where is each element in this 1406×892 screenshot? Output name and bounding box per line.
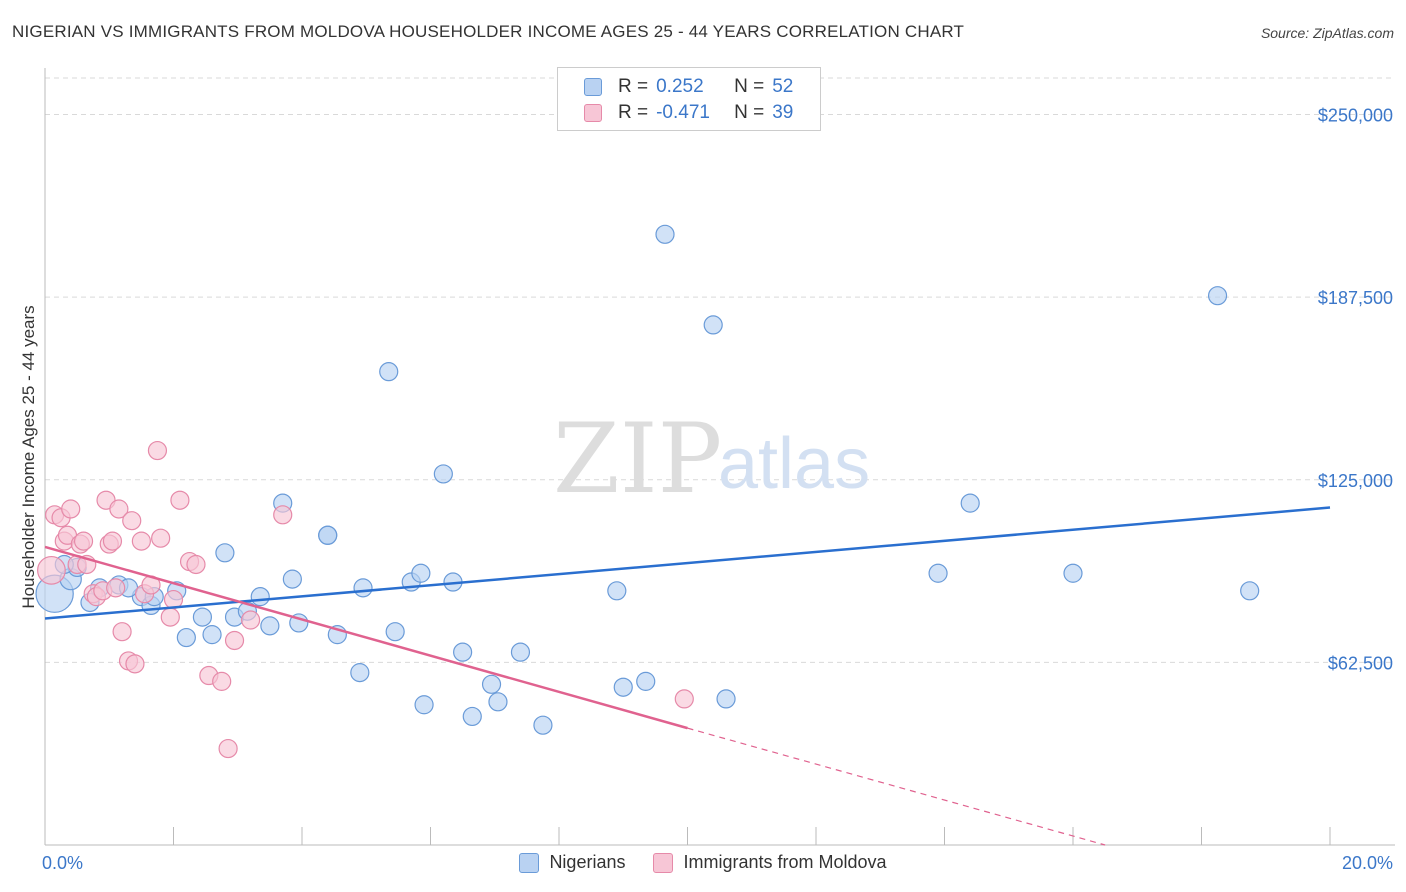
legend-n-value: 52 <box>772 76 794 97</box>
moldova-point <box>218 738 238 759</box>
moldova-point <box>112 622 132 642</box>
nigerians-legend-swatch <box>519 852 540 873</box>
nigerian-point <box>385 622 405 642</box>
moldova-point <box>61 499 81 519</box>
nigerian-point <box>481 674 502 694</box>
moldova-legend-swatch <box>653 852 674 873</box>
watermark-atlas: atlas <box>718 424 870 504</box>
nigerian-point <box>716 689 736 709</box>
y-tick-label: $250,000 <box>1318 106 1393 126</box>
stats-legend: R = 0.252 N = 52 R = -0.471 N = 39 <box>557 67 821 131</box>
nigerian-point <box>260 616 280 636</box>
grid-lines <box>45 77 1395 663</box>
nigerian-point <box>250 587 270 607</box>
source-label: Source: ZipAtlas.com <box>1260 25 1394 41</box>
nigerian-point <box>488 692 508 712</box>
moldova-point <box>102 531 123 551</box>
data-points <box>35 224 1260 759</box>
nigerian-point <box>1063 563 1083 583</box>
moldova-point <box>131 531 151 551</box>
nigerian-point <box>1240 581 1260 601</box>
nigerian-point <box>533 715 553 735</box>
y-tick-label: $62,500 <box>1328 653 1393 673</box>
nigerian-point <box>1207 286 1228 306</box>
nigerians-trend-line <box>44 506 1331 620</box>
nigerian-point <box>703 315 723 335</box>
tick-labels: $62,500 $125,000 $187,500 $250,000 0.0% 20.0% <box>42 106 1393 873</box>
moldova-point <box>224 630 245 651</box>
legend-n-value: 39 <box>772 102 794 123</box>
nigerian-point <box>379 362 399 382</box>
moldova-point <box>109 499 129 519</box>
legend-label-nigerians: Nigerians <box>549 852 626 872</box>
series-legend: Nigerians Immigrants from Moldova <box>0 852 1406 873</box>
nigerian-point <box>960 493 980 513</box>
trend-lines <box>44 506 1331 846</box>
moldova-swatch <box>584 104 602 122</box>
moldova-point <box>73 531 94 551</box>
moldova-trend-line <box>44 545 688 730</box>
y-axis-label: Householder Income Ages 25 - 44 years <box>19 305 38 608</box>
nigerian-point <box>462 706 482 727</box>
moldova-point <box>674 689 694 709</box>
legend-row-moldova: R = -0.471 N = 39 <box>584 101 793 125</box>
axes <box>44 68 1395 846</box>
moldova-point <box>151 528 171 548</box>
nigerian-point <box>655 224 675 244</box>
nigerian-point <box>202 625 222 645</box>
moldova-point <box>241 610 261 630</box>
nigerian-point <box>318 525 338 545</box>
nigerian-point <box>215 543 235 563</box>
nigerian-point <box>636 671 656 691</box>
nigerian-point <box>510 642 531 662</box>
y-tick-label: $125,000 <box>1318 471 1393 491</box>
y-tick-label: $187,500 <box>1318 288 1393 308</box>
moldova-point <box>212 671 232 691</box>
nigerian-point <box>350 663 370 683</box>
moldova-point <box>160 607 180 627</box>
legend-n-label: N = <box>734 76 765 97</box>
moldova-point <box>147 440 168 461</box>
nigerian-point <box>613 677 633 697</box>
moldova-trend-extension <box>687 727 1106 846</box>
legend-r-label: R = <box>618 76 649 97</box>
nigerian-point <box>282 569 302 589</box>
x-tick-label: 20.0% <box>1342 853 1393 873</box>
nigerian-point <box>411 563 431 583</box>
legend-row-nigerians: R = 0.252 N = 52 <box>584 75 793 99</box>
nigerian-point <box>353 578 373 598</box>
legend-r-label: R = <box>618 102 649 123</box>
moldova-point <box>273 505 293 525</box>
nigerian-point <box>176 627 196 648</box>
nigerian-point <box>453 642 473 662</box>
nigerian-point <box>607 581 627 601</box>
moldova-point <box>186 554 206 575</box>
moldova-point <box>170 490 190 510</box>
nigerian-point <box>928 563 948 583</box>
legend-item-moldova[interactable]: Immigrants from Moldova <box>653 852 887 873</box>
legend-item-nigerians[interactable]: Nigerians <box>519 852 625 873</box>
legend-label-moldova: Immigrants from Moldova <box>683 852 887 872</box>
nigerian-point <box>414 695 434 715</box>
legend-r-value: -0.471 <box>656 102 710 123</box>
moldova-point <box>106 578 126 598</box>
moldova-point <box>37 555 66 585</box>
moldova-point <box>125 654 145 674</box>
nigerian-point <box>433 464 453 484</box>
nigerian-point <box>192 607 213 627</box>
moldova-point <box>122 511 142 531</box>
chart-title: NIGERIAN VS IMMIGRANTS FROM MOLDOVA HOUS… <box>12 22 965 41</box>
nigerians-swatch <box>584 78 602 96</box>
watermark-zip: ZIP <box>553 403 722 515</box>
legend-r-value: 0.252 <box>656 76 704 97</box>
x-tick-label: 0.0% <box>42 853 83 873</box>
legend-n-label: N = <box>734 102 765 123</box>
